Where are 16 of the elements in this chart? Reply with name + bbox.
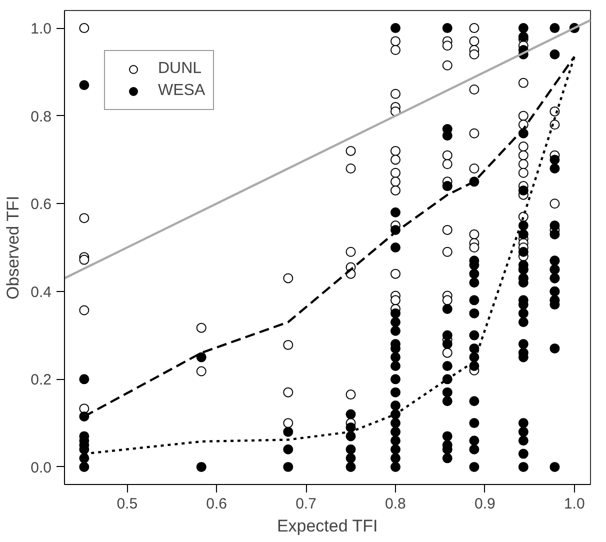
x-tick-label: 0.9 <box>474 496 496 512</box>
y-tick-label: 1.0 <box>30 20 52 38</box>
y-tick-label: 0.0 <box>30 459 52 476</box>
y-tick-label: 0.4 <box>30 284 52 301</box>
legend-label: DUNL <box>158 60 202 78</box>
legend-label: WESA <box>158 82 206 100</box>
y-axis-title: Observed TFI <box>4 196 23 300</box>
x-axis-title: Expected TFI <box>276 516 378 536</box>
x-tick-label: 0.6 <box>206 496 228 512</box>
x-tick-label: 0.5 <box>116 496 138 512</box>
y-tick-label: 0.6 <box>30 196 52 214</box>
x-tick-label: 1.0 <box>564 496 585 512</box>
y-tick-label: 0.2 <box>30 372 52 389</box>
x-tick-label: 0.8 <box>385 496 406 512</box>
y-tick-label: 0.8 <box>30 108 52 126</box>
x-tick-label: 0.7 <box>296 496 316 512</box>
